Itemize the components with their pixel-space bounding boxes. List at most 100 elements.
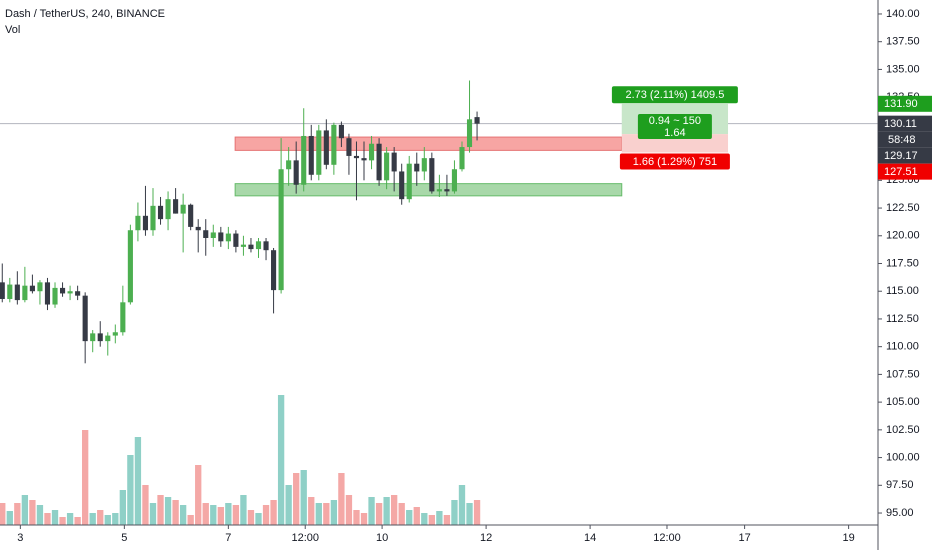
volume-title: Vol bbox=[5, 24, 20, 36]
candle-body bbox=[37, 282, 43, 292]
volume-bar bbox=[413, 507, 420, 525]
y-tick-label: 112.50 bbox=[886, 313, 919, 325]
candle-body bbox=[135, 215, 141, 231]
volume-bar bbox=[157, 495, 164, 525]
volume-bar bbox=[451, 500, 458, 525]
candle-body bbox=[218, 232, 224, 242]
volume-bar bbox=[285, 485, 292, 525]
volume-bar bbox=[36, 505, 44, 525]
y-tick-label: 137.50 bbox=[886, 36, 920, 48]
y-tick-label: 135.00 bbox=[886, 63, 920, 75]
price-label: 127.51 bbox=[884, 166, 918, 178]
candle-body bbox=[466, 119, 473, 148]
zone bbox=[234, 136, 623, 151]
candle-body bbox=[75, 291, 81, 296]
volume-bar bbox=[0, 503, 6, 525]
volume-bar bbox=[345, 495, 353, 525]
volume-bar bbox=[262, 505, 270, 525]
candle-body bbox=[338, 124, 344, 139]
y-tick-label: 97.50 bbox=[886, 479, 914, 491]
x-tick-label: 7 bbox=[225, 532, 231, 544]
candle-body bbox=[14, 284, 20, 301]
ratio-box bbox=[637, 113, 712, 139]
volume-bar bbox=[473, 500, 481, 525]
volume-bar bbox=[270, 500, 277, 525]
chart-title: Dash / TetherUS, 240, BINANCE bbox=[5, 8, 165, 20]
candle-body bbox=[233, 233, 239, 247]
candle-body bbox=[368, 143, 375, 161]
candle-body bbox=[278, 169, 284, 291]
candle-body bbox=[263, 241, 269, 251]
candle-body bbox=[308, 135, 314, 175]
volume-bar bbox=[172, 500, 179, 525]
candle-body bbox=[414, 163, 420, 172]
volume-bar bbox=[104, 515, 111, 525]
candle-body bbox=[59, 287, 66, 294]
candle-body bbox=[384, 152, 390, 181]
candle-body bbox=[173, 199, 179, 214]
candle-body bbox=[293, 160, 299, 185]
candle-body bbox=[301, 135, 307, 185]
volume-bar bbox=[210, 505, 217, 525]
volume-bar bbox=[315, 503, 322, 525]
price-label: 131.90 bbox=[884, 98, 918, 110]
volume-bar bbox=[127, 455, 134, 525]
volume-bar bbox=[360, 513, 368, 525]
volume-bar bbox=[406, 510, 413, 525]
candle-body bbox=[180, 204, 186, 214]
candle-body bbox=[210, 232, 216, 238]
y-tick-label: 102.50 bbox=[886, 424, 920, 436]
volume-bar bbox=[383, 497, 390, 525]
candle-body bbox=[105, 335, 111, 342]
candle-body bbox=[157, 205, 164, 220]
y-tick-label: 120.00 bbox=[886, 230, 920, 242]
x-tick-label: 17 bbox=[738, 532, 750, 544]
volume-bar bbox=[134, 437, 142, 525]
price-label: 130.11 bbox=[884, 118, 917, 130]
x-tick-label: 19 bbox=[842, 532, 854, 544]
volume-bar bbox=[247, 510, 255, 525]
volume-bar bbox=[398, 503, 405, 525]
target-label-box bbox=[611, 86, 738, 104]
volume-bar bbox=[59, 517, 66, 525]
candle-body bbox=[97, 333, 103, 342]
volume-bar bbox=[119, 490, 127, 525]
volume-bar bbox=[338, 473, 345, 525]
candle-body bbox=[127, 230, 133, 303]
candle-body bbox=[150, 205, 156, 231]
volume-bar bbox=[330, 500, 338, 525]
stop-label: 1.66 (1.29%) 751 bbox=[633, 156, 717, 168]
volume-bar bbox=[51, 510, 59, 525]
candle-body bbox=[7, 284, 13, 299]
volume-bar bbox=[421, 513, 428, 525]
volume-bar bbox=[375, 503, 383, 525]
y-tick-label: 100.00 bbox=[886, 451, 920, 463]
volume-bar bbox=[225, 503, 232, 525]
volume-bar bbox=[217, 507, 224, 525]
volume-bar bbox=[66, 513, 74, 525]
candle-body bbox=[195, 226, 201, 231]
volume-bar bbox=[436, 511, 443, 525]
candle-body bbox=[112, 332, 118, 336]
candle-body bbox=[142, 215, 149, 231]
candle-body bbox=[90, 333, 96, 342]
volume-bar bbox=[195, 465, 202, 525]
candle-body bbox=[225, 233, 231, 242]
y-tick-label: 110.00 bbox=[886, 341, 919, 353]
volume-bar bbox=[112, 513, 119, 525]
candle-body bbox=[376, 143, 382, 181]
y-tick-label: 115.00 bbox=[886, 285, 919, 297]
x-tick-label: 12 bbox=[480, 532, 492, 544]
candle-body bbox=[406, 163, 412, 200]
volume-bar bbox=[202, 503, 209, 525]
x-tick-label: 3 bbox=[17, 532, 23, 544]
volume-bar bbox=[293, 473, 300, 525]
y-tick-label: 140.00 bbox=[886, 8, 920, 20]
volume-bar bbox=[240, 495, 247, 525]
candle-body bbox=[67, 291, 73, 294]
price-label-box bbox=[878, 115, 932, 132]
x-tick-label: 12:00 bbox=[291, 532, 319, 544]
volume-bar bbox=[142, 485, 149, 525]
countdown-box bbox=[878, 131, 932, 148]
